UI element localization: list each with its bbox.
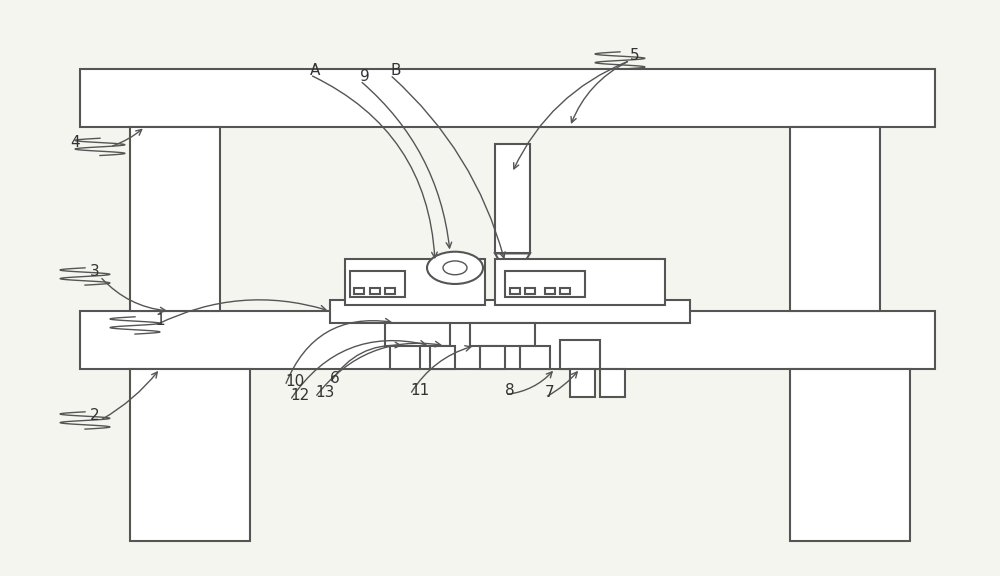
Text: 5: 5 — [630, 48, 640, 63]
Bar — [354, 288, 364, 294]
Circle shape — [443, 261, 467, 275]
Bar — [480, 346, 505, 369]
Bar — [130, 127, 220, 311]
Text: 11: 11 — [410, 382, 429, 397]
Bar — [495, 259, 665, 305]
Bar — [505, 271, 585, 297]
Bar — [330, 300, 690, 323]
Bar — [560, 288, 570, 294]
Text: 2: 2 — [90, 408, 100, 423]
Polygon shape — [495, 253, 530, 282]
Text: 12: 12 — [290, 388, 309, 403]
Text: 7: 7 — [545, 385, 555, 400]
Bar — [600, 369, 625, 397]
Bar — [345, 259, 485, 305]
Text: 13: 13 — [315, 385, 334, 400]
Text: 3: 3 — [90, 264, 100, 279]
Text: B: B — [390, 63, 400, 78]
Bar — [430, 346, 455, 369]
Bar — [390, 346, 420, 369]
Text: 6: 6 — [330, 371, 340, 386]
Text: 1: 1 — [155, 313, 165, 328]
Bar — [385, 288, 395, 294]
Bar — [545, 288, 555, 294]
Bar — [520, 346, 550, 369]
Bar — [80, 311, 935, 369]
Bar — [130, 369, 250, 541]
Bar — [350, 271, 405, 297]
Bar — [80, 69, 935, 127]
Text: 10: 10 — [285, 374, 304, 389]
Bar — [560, 340, 600, 369]
Bar — [525, 288, 535, 294]
Bar — [470, 323, 535, 346]
Bar — [510, 288, 520, 294]
Bar — [790, 127, 880, 311]
Text: 8: 8 — [505, 382, 515, 397]
Bar — [370, 288, 380, 294]
Circle shape — [427, 252, 483, 284]
Text: 4: 4 — [70, 135, 80, 150]
Bar — [790, 369, 910, 541]
Bar — [570, 369, 595, 397]
Text: 9: 9 — [360, 69, 370, 84]
Text: A: A — [310, 63, 320, 78]
Bar — [385, 323, 450, 346]
Bar — [495, 144, 530, 253]
